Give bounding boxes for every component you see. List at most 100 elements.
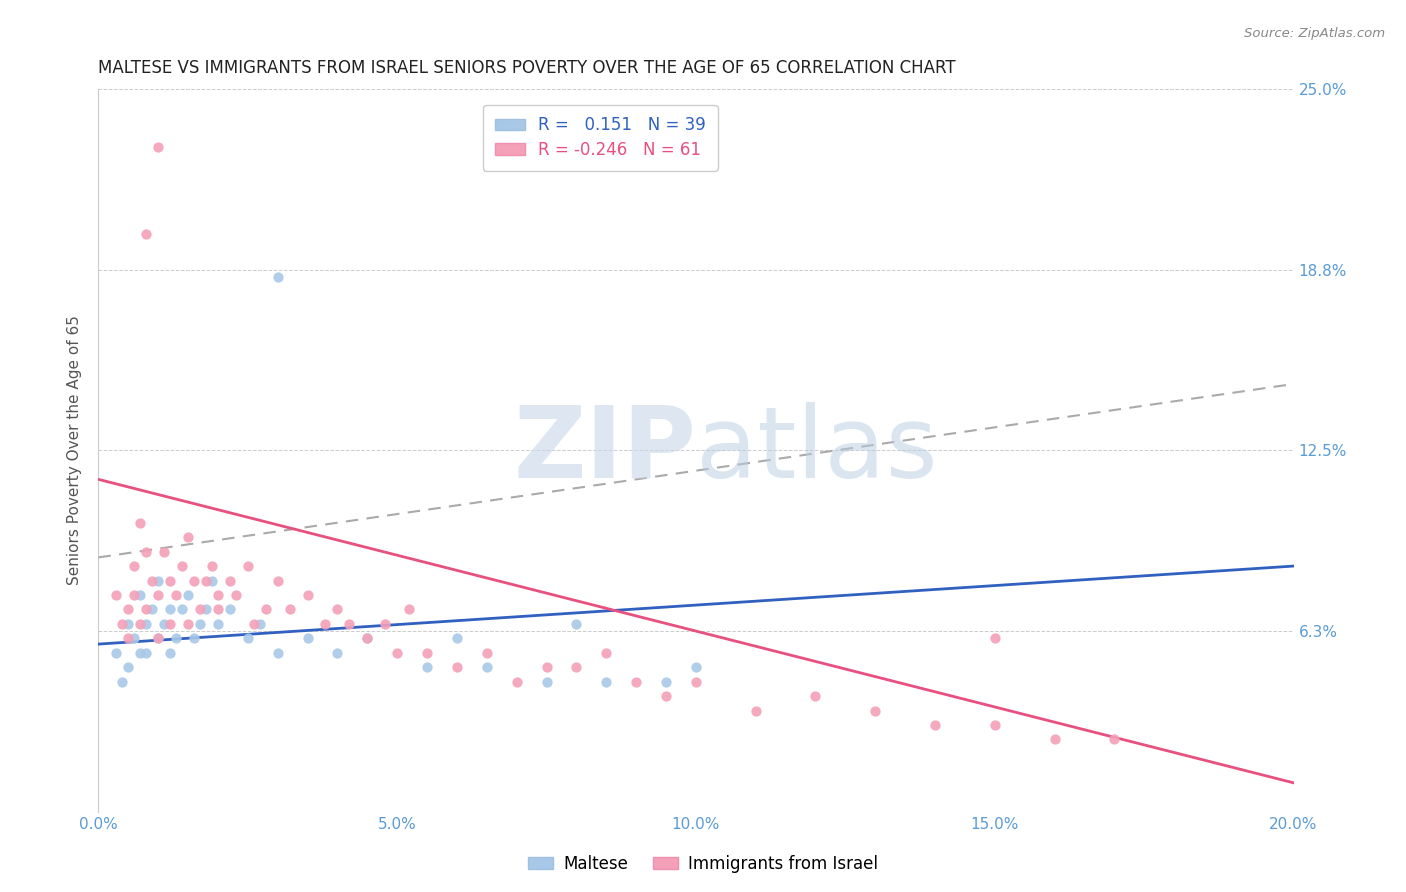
Point [172, 559, 194, 574]
Point [374, 616, 396, 631]
Text: atlas: atlas [696, 402, 938, 499]
Point [148, 632, 170, 646]
Point [148, 574, 170, 588]
Point [416, 660, 439, 674]
Point [219, 602, 242, 616]
Point [398, 602, 420, 616]
Point [326, 602, 349, 616]
Point [177, 530, 200, 544]
Point [475, 660, 498, 674]
Point [177, 616, 200, 631]
Point [219, 574, 242, 588]
Legend: R =   0.151   N = 39, R = -0.246   N = 61: R = 0.151 N = 39, R = -0.246 N = 61 [484, 104, 717, 170]
Point [475, 646, 498, 660]
Text: MALTESE VS IMMIGRANTS FROM ISRAEL SENIORS POVERTY OVER THE AGE OF 65 CORRELATION: MALTESE VS IMMIGRANTS FROM ISRAEL SENIOR… [98, 59, 956, 77]
Point [141, 574, 163, 588]
Point [655, 674, 678, 689]
Legend: Maltese, Immigrants from Israel: Maltese, Immigrants from Israel [522, 848, 884, 880]
Point [148, 140, 170, 154]
Point [225, 588, 247, 602]
Point [165, 588, 187, 602]
Point [297, 632, 319, 646]
Point [297, 588, 319, 602]
Point [984, 632, 1007, 646]
Point [129, 516, 152, 530]
Point [595, 646, 617, 660]
Point [1104, 732, 1126, 747]
Point [135, 616, 157, 631]
Point [236, 559, 259, 574]
Point [267, 574, 290, 588]
Point [153, 544, 176, 558]
Point [124, 588, 146, 602]
Point [135, 227, 157, 241]
Point [315, 616, 337, 631]
Point [1043, 732, 1066, 747]
Y-axis label: Seniors Poverty Over the Age of 65: Seniors Poverty Over the Age of 65 [67, 316, 83, 585]
Point [135, 646, 157, 660]
Point [129, 588, 152, 602]
Point [655, 689, 678, 703]
Point [165, 632, 187, 646]
Point [865, 704, 887, 718]
Point [159, 602, 181, 616]
Point [111, 674, 134, 689]
Point [117, 616, 139, 631]
Point [117, 632, 139, 646]
Point [135, 544, 157, 558]
Point [159, 574, 181, 588]
Point [278, 602, 301, 616]
Point [105, 588, 128, 602]
Point [124, 559, 146, 574]
Point [159, 616, 181, 631]
Point [201, 559, 224, 574]
Point [129, 616, 152, 631]
Point [129, 646, 152, 660]
Point [111, 616, 134, 631]
Point [207, 588, 229, 602]
Point [135, 602, 157, 616]
Point [117, 660, 139, 674]
Point [595, 674, 617, 689]
Point [267, 270, 290, 285]
Point [565, 616, 588, 631]
Point [172, 602, 194, 616]
Point [804, 689, 827, 703]
Text: Source: ZipAtlas.com: Source: ZipAtlas.com [1244, 27, 1385, 40]
Point [195, 602, 218, 616]
Point [446, 632, 468, 646]
Point [385, 646, 409, 660]
Point [626, 674, 648, 689]
Point [356, 632, 378, 646]
Point [159, 646, 181, 660]
Point [267, 646, 290, 660]
Point [506, 674, 529, 689]
Point [924, 718, 946, 732]
Point [745, 704, 768, 718]
Point [243, 616, 266, 631]
Point [536, 674, 558, 689]
Point [249, 616, 271, 631]
Point [446, 660, 468, 674]
Point [207, 602, 229, 616]
Point [148, 588, 170, 602]
Point [685, 660, 707, 674]
Point [565, 660, 588, 674]
Point [326, 646, 349, 660]
Point [124, 632, 146, 646]
Point [984, 718, 1007, 732]
Point [183, 574, 205, 588]
Point [188, 602, 211, 616]
Point [148, 632, 170, 646]
Point [141, 602, 163, 616]
Point [105, 646, 128, 660]
Point [188, 616, 211, 631]
Point [153, 616, 176, 631]
Point [339, 616, 361, 631]
Text: ZIP: ZIP [513, 402, 696, 499]
Point [207, 616, 229, 631]
Point [183, 632, 205, 646]
Point [236, 632, 259, 646]
Point [117, 602, 139, 616]
Point [254, 602, 277, 616]
